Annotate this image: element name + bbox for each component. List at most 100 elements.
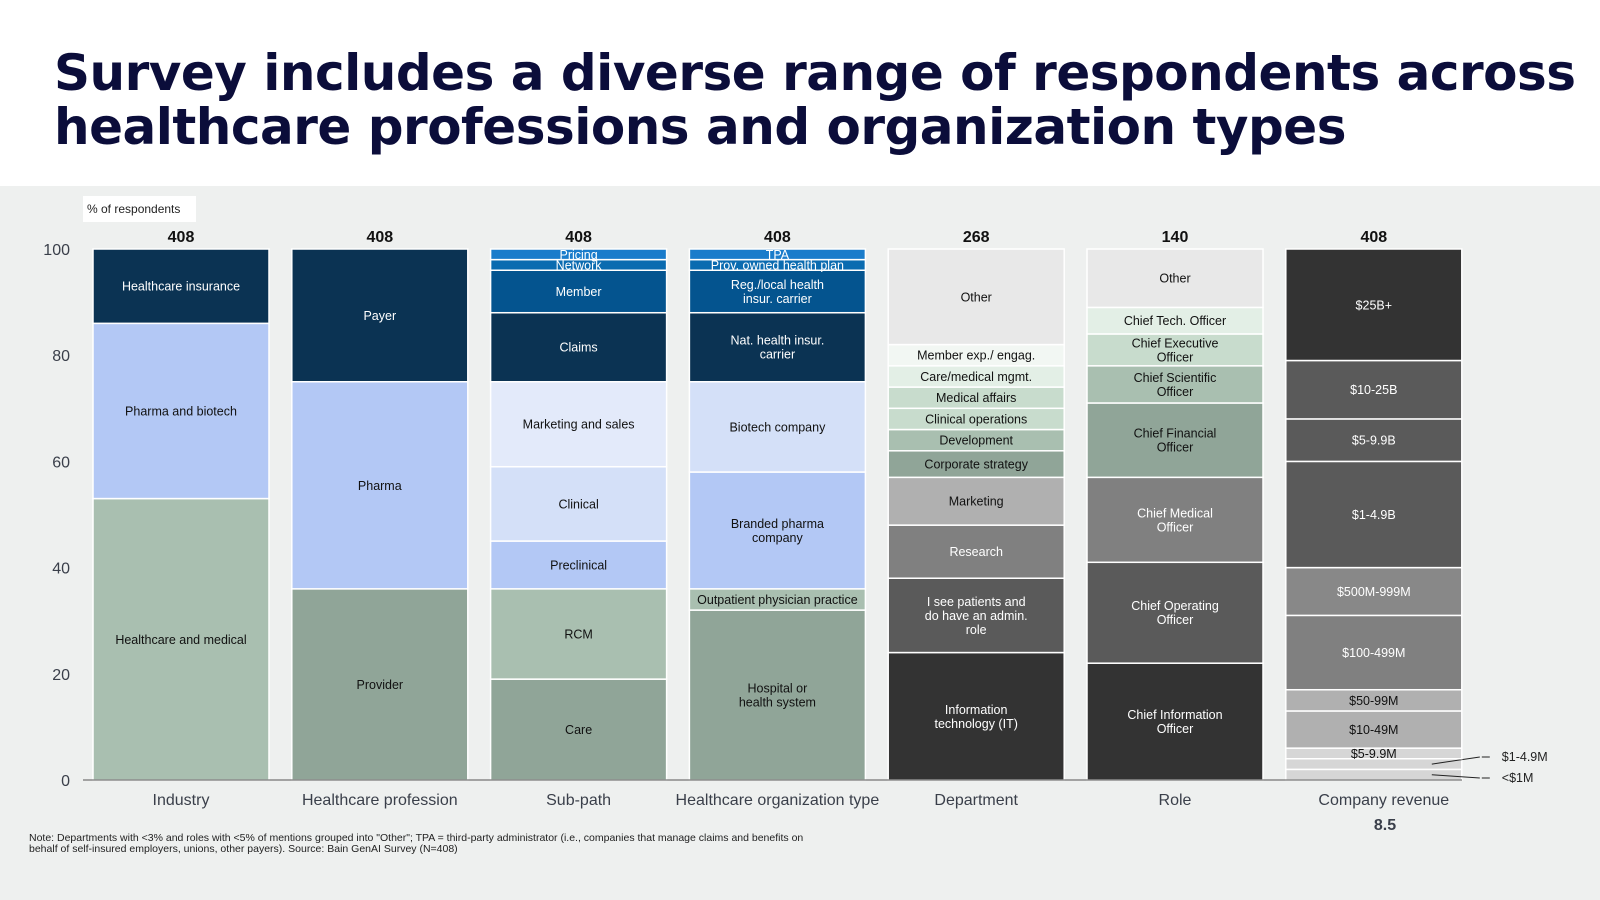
segment-label: Marketing and sales bbox=[523, 418, 635, 432]
segment-label: $10-49M bbox=[1349, 723, 1398, 737]
bar-segment bbox=[1285, 460, 1463, 569]
segment-label: Reg./local health insur. carrier bbox=[731, 278, 824, 306]
category-label: Role bbox=[1159, 792, 1192, 809]
bar-segment bbox=[291, 381, 469, 590]
y-tick-label: 80 bbox=[52, 348, 70, 365]
bar-segment bbox=[92, 248, 270, 325]
bar-segment bbox=[1285, 359, 1463, 420]
bar-segment bbox=[887, 476, 1065, 526]
bar-segment bbox=[887, 524, 1065, 579]
segment-label: Clinical operations bbox=[925, 412, 1027, 426]
segment-label: Member exp./ engag. bbox=[917, 349, 1035, 363]
bar-segment bbox=[688, 248, 867, 261]
bar-count-label: 408 bbox=[565, 229, 592, 246]
segment-label: Clinical bbox=[558, 497, 598, 511]
segment-label: Healthcare and medical bbox=[115, 633, 246, 647]
y-tick-label: 60 bbox=[52, 454, 70, 471]
bar-segment bbox=[1086, 306, 1264, 335]
segment-label: $1-4.9B bbox=[1352, 508, 1396, 522]
bar-segment bbox=[489, 248, 668, 261]
leader-line bbox=[1431, 774, 1480, 779]
bar-segment bbox=[1285, 710, 1463, 749]
segment-label: Other bbox=[1159, 272, 1190, 286]
segment-label: Care bbox=[565, 723, 592, 737]
bar-count-label: 408 bbox=[168, 229, 195, 246]
bar-segment bbox=[1285, 418, 1463, 463]
segment-label: Chief Tech. Officer bbox=[1124, 314, 1226, 328]
bar-segment bbox=[489, 381, 668, 468]
segment-label: $100-499M bbox=[1342, 646, 1405, 660]
segment-label: Chief Information Officer bbox=[1127, 708, 1222, 736]
bar-segment bbox=[1285, 248, 1463, 362]
bar-segment bbox=[489, 678, 668, 781]
segment-label: Hospital or health system bbox=[739, 682, 816, 710]
bar-segment bbox=[688, 609, 867, 781]
segment-label: Chief Scientific Officer bbox=[1134, 371, 1217, 399]
bar-segment bbox=[1086, 248, 1264, 309]
y-axis-unit-label: % of respondents bbox=[83, 196, 196, 222]
segment-label: $5-9.9M bbox=[1351, 747, 1397, 761]
segment-label: Chief Medical Officer bbox=[1137, 506, 1213, 534]
segment-label: Pharma and biotech bbox=[125, 404, 237, 418]
segment-label: $1-4.9M bbox=[1502, 750, 1548, 764]
bar-count-label: 140 bbox=[1162, 229, 1189, 246]
bar-segment bbox=[489, 311, 668, 383]
bar-segment bbox=[887, 651, 1065, 781]
segment-label: Research bbox=[949, 545, 1003, 559]
segment-label: Healthcare insurance bbox=[122, 280, 240, 294]
segment-label: $5-9.9B bbox=[1352, 434, 1396, 448]
y-tick-label: 100 bbox=[43, 242, 70, 259]
segment-label: Prov. owned health plan bbox=[711, 258, 844, 272]
segment-label: Preclinical bbox=[550, 558, 607, 572]
segment-label: Development bbox=[939, 434, 1013, 448]
bar-segment bbox=[887, 248, 1065, 346]
segment-label: Nat. health insur. carrier bbox=[730, 334, 824, 362]
bar-segment bbox=[688, 311, 867, 383]
segment-label: Network bbox=[556, 258, 603, 272]
category-label: Department bbox=[934, 792, 1018, 809]
segment-label: Payer bbox=[363, 309, 396, 323]
bar-count-label: 408 bbox=[366, 229, 393, 246]
segment-label: Chief Executive Officer bbox=[1132, 336, 1219, 364]
y-tick-label: 0 bbox=[61, 773, 70, 790]
segment-label: Pricing bbox=[559, 248, 597, 262]
segment-label: $25B+ bbox=[1356, 298, 1393, 312]
bar-segment bbox=[688, 471, 867, 590]
bar-segment bbox=[688, 381, 867, 473]
bar-segment bbox=[1285, 566, 1463, 617]
bar-segment bbox=[1285, 614, 1463, 691]
segment-label: Pharma bbox=[358, 479, 402, 493]
segment-label: Other bbox=[961, 290, 992, 304]
y-tick-label: 40 bbox=[52, 561, 70, 578]
bar-count-label: 408 bbox=[1360, 229, 1387, 246]
segment-label: Member bbox=[556, 285, 602, 299]
leader-line bbox=[1431, 756, 1480, 765]
bar-segment bbox=[688, 269, 867, 314]
segment-label: TPA bbox=[766, 248, 790, 262]
y-tick-label: 20 bbox=[52, 667, 70, 684]
segment-label: RCM bbox=[564, 627, 592, 641]
bar-count-label: 268 bbox=[963, 229, 990, 246]
category-label: Industry bbox=[153, 792, 210, 809]
segment-label: Branded pharma company bbox=[731, 517, 824, 545]
category-label: Healthcare profession bbox=[302, 792, 458, 809]
segment-label: $50-99M bbox=[1349, 694, 1398, 708]
segment-label: Care/medical mgmt. bbox=[920, 370, 1032, 384]
segment-label: Chief Financial Officer bbox=[1134, 427, 1217, 455]
segment-label: Marketing bbox=[949, 495, 1004, 509]
segment-label: Outpatient physician practice bbox=[697, 593, 858, 607]
segment-label: I see patients and do have an admin. role bbox=[925, 595, 1028, 637]
bar-segment bbox=[489, 269, 668, 314]
bar-count-label: 408 bbox=[764, 229, 791, 246]
segment-label: Provider bbox=[357, 678, 404, 692]
footnote: Note: Departments with <3% and roles wit… bbox=[29, 832, 804, 855]
category-label: Sub-path bbox=[546, 792, 611, 809]
segment-label: Chief Operating Officer bbox=[1131, 599, 1219, 627]
segment-label: <$1M bbox=[1502, 771, 1534, 785]
segment-label: $500M-999M bbox=[1337, 585, 1411, 599]
segment-label: Corporate strategy bbox=[924, 458, 1028, 472]
bar-segment bbox=[489, 465, 668, 542]
segment-label: Information technology (IT) bbox=[935, 703, 1018, 731]
page-number: 8.5 bbox=[1374, 817, 1396, 834]
